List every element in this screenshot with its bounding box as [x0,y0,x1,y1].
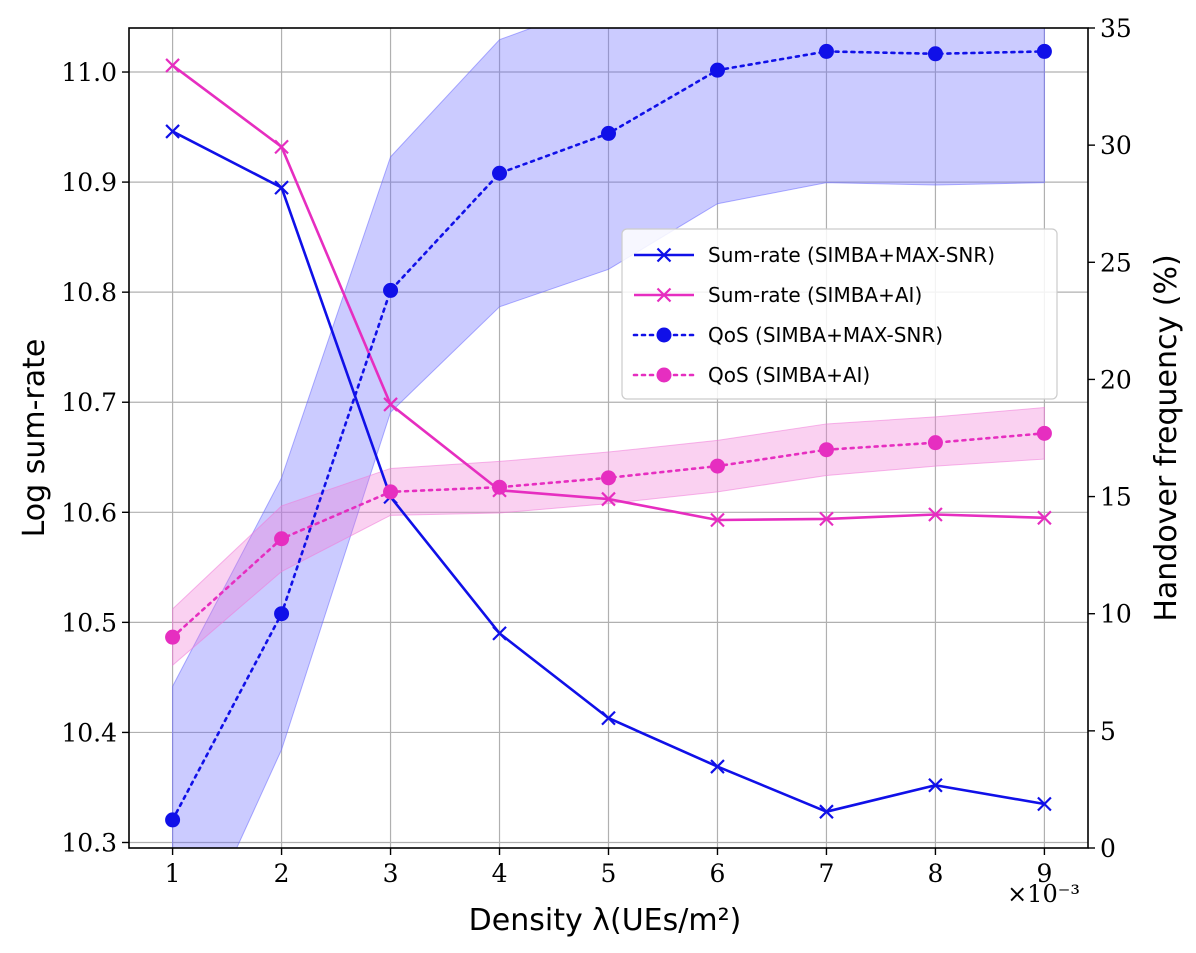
data-point [710,759,725,774]
y-right-tick-label: 5 [1100,717,1116,746]
data-point [492,626,507,641]
y-left-tick-label: 10.6 [61,498,117,527]
y-left-tick-label: 10.7 [61,388,117,417]
data-point [1037,510,1052,526]
legend-label: Sum-rate (SIMBA+AI) [708,283,922,307]
data-point [274,180,289,195]
series-lines [165,43,1052,828]
data-point [492,479,508,495]
data-point [383,282,399,298]
data-point [274,139,289,155]
confidence-band [172,28,1045,848]
x-tick-label: 5 [601,859,617,888]
data-point [601,710,616,726]
x-tick-label: 2 [274,859,290,888]
data-point [928,507,943,522]
data-point [927,46,943,62]
x-tick-label: 4 [492,859,508,888]
data-point [928,777,943,793]
legend-marker [656,367,672,383]
x-axis-label: Density λ(UEs/m²) [469,903,742,938]
y-left-tick-label: 11.0 [61,58,117,87]
data-point [383,484,399,500]
data-point [274,531,290,547]
legend-marker [656,247,672,263]
x-tick-label: 6 [710,859,726,888]
data-point [492,165,508,181]
data-point [709,62,725,78]
y-right-axis-label: Handover frequency (%) [1149,254,1184,621]
y-left-axis-label: Log sum-rate [17,339,52,538]
legend-label: QoS (SIMBA+MAX-SNR) [708,323,943,347]
data-point [927,435,943,451]
ticks: 1 2 3 4 5 6 7 8 9 10.3 10.4 10.5 10.6 10.7 10.8 10.9 11.… [61,14,1131,888]
data-point [819,804,834,819]
data-point [165,629,181,645]
data-point [709,458,725,474]
y-right-tick-label: 0 [1100,834,1116,863]
y-left-tick-label: 10.4 [61,718,117,747]
y-left-tick-label: 10.3 [61,828,117,857]
y-left-tick-label: 10.8 [61,278,117,307]
data-point [165,58,180,73]
x-offset-label: ×10⁻³ [1007,880,1080,908]
legend-marker [656,327,672,343]
y-right-tick-label: 15 [1100,483,1132,512]
x-tick-label: 1 [165,859,181,888]
data-point [818,43,834,59]
y-right-tick-label: 25 [1100,248,1132,277]
legend-label: QoS (SIMBA+AI) [708,363,870,387]
legend: Sum-rate (SIMBA+MAX-SNR) Sum-rate (SIMBA+… [621,228,1058,400]
data-point [1036,43,1052,59]
x-tick-label: 8 [927,859,943,888]
data-point [601,125,616,141]
data-point [165,812,181,828]
data-point [165,124,180,139]
data-point [710,512,725,528]
data-point [274,606,290,622]
grid [129,28,1088,848]
y-right-tick-label: 10 [1100,600,1132,629]
y-right-tick-label: 35 [1100,14,1132,43]
y-right-tick-label: 20 [1100,365,1132,394]
data-point [601,491,616,507]
x-tick-label: 3 [383,859,399,888]
legend-box [621,228,1058,400]
y-left-tick-label: 10.9 [61,168,117,197]
y-left-tick-label: 10.5 [61,608,117,637]
legend-label: Sum-rate (SIMBA+MAX-SNR) [708,243,995,267]
confidence-band [172,406,1045,667]
data-point [601,470,616,486]
data-point [819,511,834,527]
data-point [818,442,834,458]
data-point [1036,425,1052,441]
legend-marker [656,287,672,303]
confidence-bands [172,28,1045,848]
x-tick-label: 9 [1036,859,1052,888]
data-point [383,397,398,412]
x-tick-label: 7 [819,859,835,888]
data-point [1037,796,1052,812]
y-right-tick-label: 30 [1100,131,1132,160]
